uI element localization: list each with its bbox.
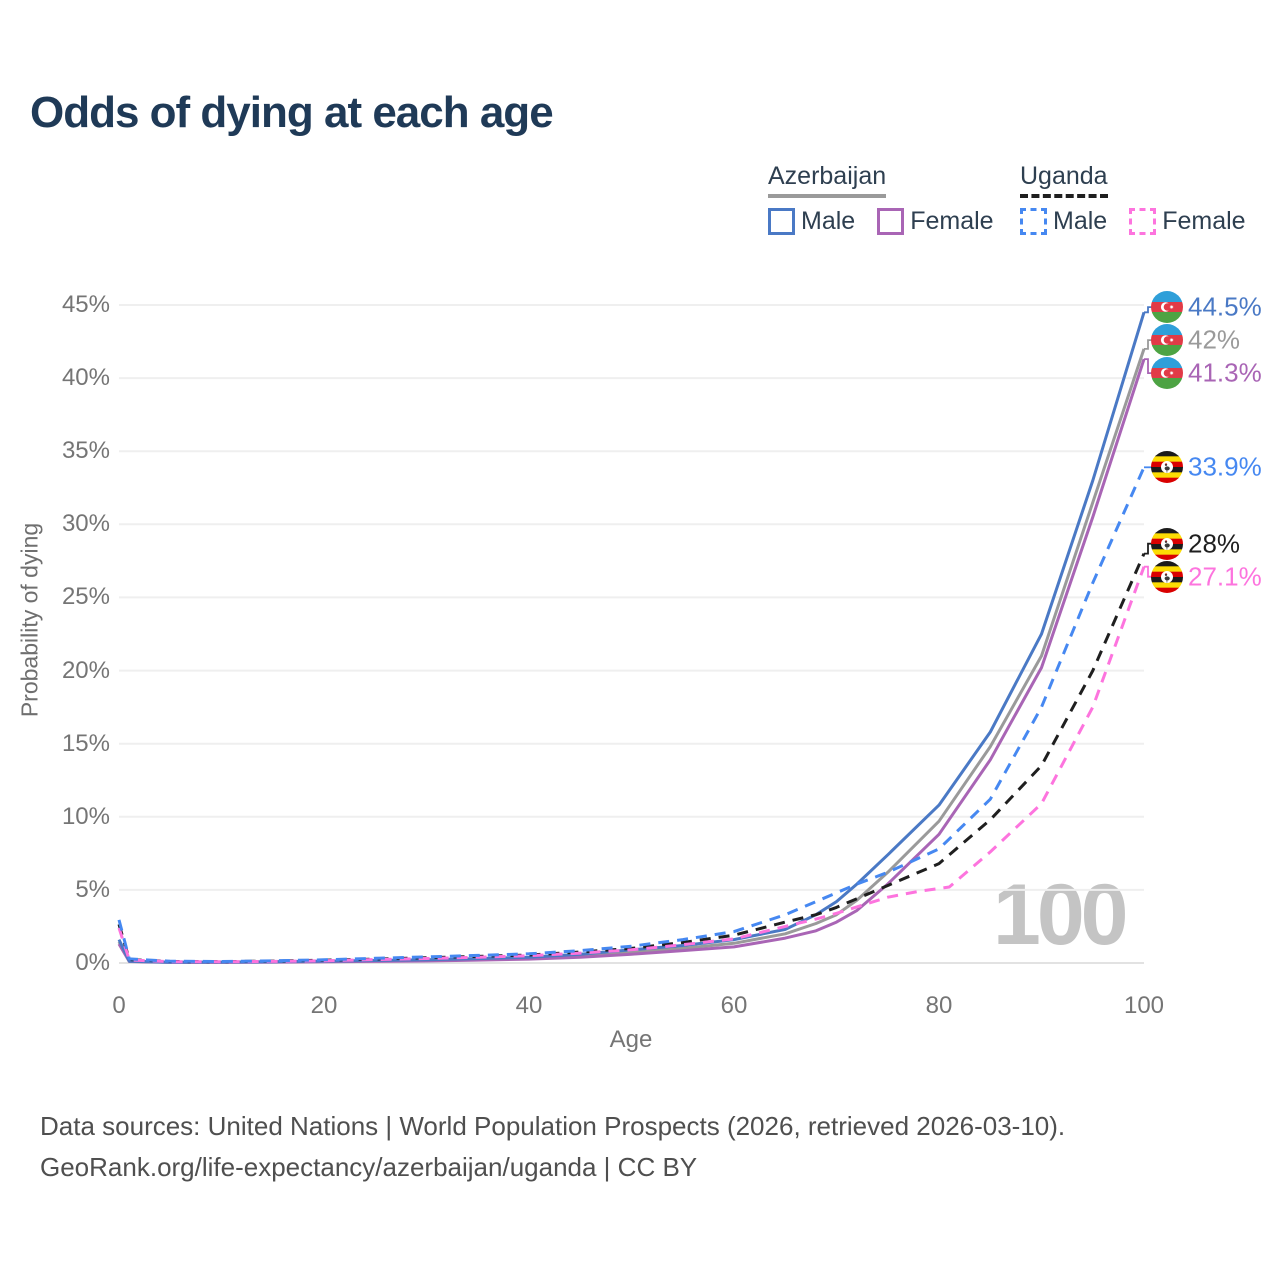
legend-item-label: Female: [1162, 207, 1246, 235]
line-uganda-female[interactable]: [117, 566, 1146, 964]
legend: Azerbaijan Male Female Uganda Male Female: [0, 162, 1280, 242]
footer: Data sources: United Nations | World Pop…: [40, 1106, 1065, 1188]
label-connector: [1144, 358, 1152, 375]
legend-item-uganda-male[interactable]: Male: [1020, 207, 1107, 236]
legend-item-uganda-female[interactable]: Female: [1129, 207, 1246, 236]
label-connector: [1144, 565, 1152, 578]
legend-item-azerbaijan-male[interactable]: Male: [768, 207, 855, 236]
legend-item-label: Female: [910, 207, 994, 235]
x-axis-title: Age: [609, 1026, 653, 1053]
legend-swatch-icon: [877, 208, 905, 235]
legend-swatch-icon: [768, 208, 795, 235]
footer-link[interactable]: GeoRank.org/life-expectancy/azerbaijan/u…: [40, 1152, 698, 1182]
label-connector: [1144, 306, 1152, 314]
legend-group-azerbaijan: Azerbaijan Male Female: [768, 162, 994, 236]
line-uganda-male[interactable]: [117, 466, 1146, 963]
legend-swatch-icon: [1129, 208, 1157, 235]
legend-country-azerbaijan[interactable]: Azerbaijan: [768, 162, 887, 198]
legend-group-uganda: Uganda Male Female: [1020, 162, 1246, 236]
age-watermark: 100: [993, 867, 1128, 963]
footer-sources: Data sources: United Nations | World Pop…: [40, 1111, 1066, 1141]
line-azerbaijan-female[interactable]: [117, 358, 1146, 964]
legend-country-uganda[interactable]: Uganda: [1020, 162, 1108, 198]
page-title: Odds of dying at each age: [30, 88, 554, 137]
legend-item-label: Male: [801, 207, 856, 235]
legend-item-label: Male: [1053, 207, 1108, 235]
label-connector: [1144, 339, 1152, 350]
line-azerbaijan-male[interactable]: [117, 311, 1146, 964]
label-connector: [1144, 542, 1152, 555]
line-azerbaijan-both[interactable]: [117, 348, 1146, 964]
legend-item-azerbaijan-female[interactable]: Female: [877, 207, 994, 236]
legend-swatch-icon: [1020, 208, 1047, 235]
